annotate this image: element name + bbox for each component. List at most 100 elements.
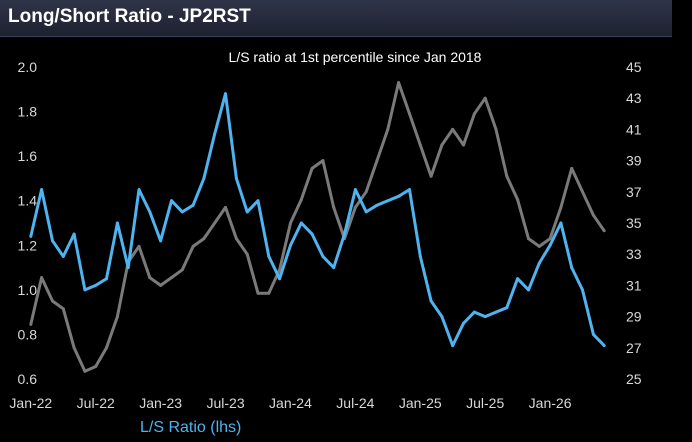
gray-series-point — [278, 268, 282, 272]
ls-ratio-point — [537, 261, 541, 265]
ls-ratio-point — [494, 310, 498, 314]
ls-ratio-point — [72, 232, 76, 236]
ls-ratio-point — [61, 254, 65, 258]
gray-series-point — [408, 112, 411, 116]
y-left-tick-label: 1.6 — [18, 148, 38, 164]
gray-series-point — [397, 81, 401, 85]
x-tick-label: Jan-25 — [399, 395, 442, 411]
ls-ratio-point — [570, 266, 574, 270]
gray-series-point — [353, 205, 357, 209]
ls-ratio-point — [418, 254, 422, 258]
gray-series-point — [516, 198, 520, 202]
gray-series-point — [462, 143, 465, 147]
gray-series-line — [29, 81, 606, 373]
y-right-tick-label: 39 — [626, 153, 642, 169]
gray-series-point — [299, 198, 303, 202]
gray-series-point — [581, 190, 584, 194]
ls-ratio-point — [105, 277, 108, 281]
x-tick-label: Jan-26 — [529, 395, 572, 411]
ls-ratio-point — [148, 210, 152, 214]
ls-ratio-point — [245, 210, 249, 214]
y-left-tick-label: 1.2 — [18, 237, 38, 253]
ls-ratio-point — [51, 239, 54, 243]
gray-series-point — [191, 244, 195, 248]
ls-ratio-point — [451, 344, 455, 348]
ls-ratio-point — [289, 243, 292, 247]
x-tick-label: Jan-24 — [269, 395, 312, 411]
ls-ratio-point — [548, 243, 552, 247]
ls-ratio-point — [94, 283, 98, 287]
legend-label: L/S Ratio (lhs) — [140, 419, 241, 436]
gray-series-point — [267, 291, 271, 295]
ls-ratio-point — [386, 199, 390, 203]
y-right-tick-label: 37 — [626, 184, 642, 200]
ls-ratio-point — [278, 277, 282, 281]
gray-series-point — [602, 229, 606, 233]
ls-ratio-point — [170, 199, 173, 203]
ls-ratio-line — [29, 92, 606, 348]
gray-series-point — [83, 369, 87, 373]
ls-ratio-point — [256, 199, 260, 203]
y-left-tick-label: 2.0 — [18, 59, 38, 75]
ls-ratio-point — [83, 288, 87, 292]
x-axis-ticks: Jan-22 Jul-22 Jan-23 Jul-23 Jan-24 Jul-24 Jan-… — [9, 395, 571, 411]
ls-ratio-point — [375, 203, 379, 207]
gray-series-point — [494, 127, 498, 131]
y-right-tick-label: 45 — [626, 59, 642, 75]
ls-ratio-point — [29, 234, 33, 238]
y-right-tick-label: 25 — [626, 371, 642, 387]
ls-ratio-point — [364, 210, 368, 214]
ls-ratio-point — [581, 288, 584, 292]
y-left-tick-label: 1.8 — [18, 104, 38, 120]
ls-ratio-point — [516, 277, 520, 281]
ls-ratio-point — [115, 221, 119, 225]
y-left-tick-label: 0.8 — [18, 326, 38, 342]
gray-series-point — [483, 96, 487, 100]
gray-series-point — [591, 213, 595, 217]
ls-ratio-point — [505, 306, 509, 310]
left-axis-ticks: 2.0 1.8 1.6 1.4 1.2 1.0 0.8 0.6 — [18, 59, 38, 387]
ls-ratio-point — [397, 194, 401, 198]
x-tick-label: Jan-23 — [139, 395, 182, 411]
gray-series-group — [29, 81, 606, 373]
x-tick-label: Jul-22 — [77, 395, 115, 411]
ls-ratio-point — [429, 299, 433, 303]
legend: L/S Ratio (lhs) — [140, 419, 241, 436]
ls-ratio-point — [299, 221, 303, 225]
gray-series-point — [537, 244, 541, 248]
y-left-tick-label: 1.0 — [18, 282, 38, 298]
blue-series-group — [29, 92, 606, 348]
chart-annotation: L/S ratio at 1st percentile since Jan 20… — [229, 49, 482, 65]
gray-series-point — [440, 143, 444, 147]
y-left-tick-label: 0.6 — [18, 371, 38, 387]
gray-series-point — [40, 276, 44, 280]
gray-series-point — [61, 307, 65, 311]
ls-ratio-point — [234, 176, 238, 180]
gray-series-point — [148, 276, 152, 280]
ls-ratio-point — [591, 332, 595, 336]
ls-ratio-point — [224, 92, 227, 96]
x-tick-label: Jul-23 — [206, 395, 244, 411]
y-right-tick-label: 43 — [626, 90, 642, 106]
x-tick-label: Jul-24 — [336, 395, 374, 411]
gray-series-point — [72, 346, 76, 350]
gray-series-point — [115, 315, 119, 319]
ls-ratio-point — [159, 239, 163, 243]
gray-series-point — [527, 237, 530, 241]
y-right-tick-label: 33 — [626, 246, 642, 262]
gray-series-point — [364, 190, 368, 194]
ls-ratio-point — [213, 132, 217, 136]
x-tick-label: Jan-22 — [9, 395, 52, 411]
y-right-tick-label: 27 — [626, 340, 642, 356]
gray-series-point — [386, 127, 390, 131]
gray-series-point — [289, 221, 292, 225]
y-right-tick-label: 29 — [626, 309, 642, 325]
gray-series-point — [570, 166, 574, 170]
ls-ratio-point — [353, 188, 357, 192]
ls-ratio-point — [472, 310, 476, 314]
gray-series-point — [559, 205, 563, 209]
header-bar: Long/Short Ratio - JP2RST — [0, 0, 672, 37]
gray-series-point — [51, 299, 54, 303]
chart-title: Long/Short Ratio - JP2RST — [8, 6, 251, 27]
